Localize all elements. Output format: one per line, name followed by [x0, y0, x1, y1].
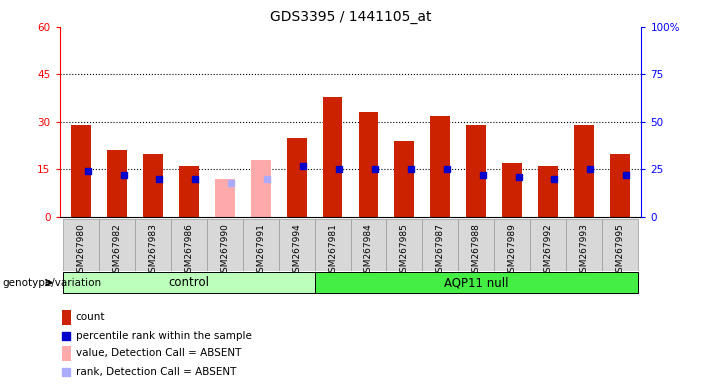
Bar: [99, 219, 135, 271]
Bar: [279, 219, 315, 271]
Text: GDS3395 / 1441105_at: GDS3395 / 1441105_at: [270, 10, 431, 23]
Text: GSM267993: GSM267993: [580, 223, 588, 278]
Text: percentile rank within the sample: percentile rank within the sample: [76, 331, 252, 341]
Bar: [386, 219, 422, 271]
Bar: [72, 125, 91, 217]
Text: GSM267980: GSM267980: [76, 223, 86, 278]
Bar: [458, 219, 494, 271]
Bar: [538, 166, 558, 217]
Text: count: count: [76, 312, 105, 322]
Bar: [179, 166, 199, 217]
Bar: [494, 219, 530, 271]
Bar: [322, 97, 342, 217]
Bar: [62, 310, 71, 325]
Text: GSM267990: GSM267990: [220, 223, 229, 278]
Bar: [251, 160, 271, 217]
Bar: [63, 272, 315, 293]
Text: GSM267989: GSM267989: [508, 223, 517, 278]
Text: AQP11 null: AQP11 null: [444, 276, 508, 289]
Text: GSM267991: GSM267991: [256, 223, 265, 278]
Text: GSM267981: GSM267981: [328, 223, 337, 278]
Text: GSM267985: GSM267985: [400, 223, 409, 278]
Bar: [602, 219, 638, 271]
Text: value, Detection Call = ABSENT: value, Detection Call = ABSENT: [76, 348, 241, 358]
Text: control: control: [168, 276, 210, 289]
Text: GSM267992: GSM267992: [543, 223, 552, 278]
Bar: [315, 272, 638, 293]
Text: GSM267988: GSM267988: [472, 223, 481, 278]
Text: GSM267986: GSM267986: [184, 223, 193, 278]
Bar: [530, 219, 566, 271]
Bar: [359, 113, 379, 217]
Bar: [350, 219, 386, 271]
Bar: [207, 219, 243, 271]
Bar: [574, 125, 594, 217]
Bar: [215, 179, 235, 217]
Bar: [243, 219, 279, 271]
Bar: [610, 154, 629, 217]
Bar: [135, 219, 171, 271]
Bar: [287, 138, 306, 217]
Bar: [63, 219, 99, 271]
Text: GSM267984: GSM267984: [364, 223, 373, 278]
Text: rank, Detection Call = ABSENT: rank, Detection Call = ABSENT: [76, 367, 236, 377]
Bar: [566, 219, 602, 271]
Bar: [395, 141, 414, 217]
Bar: [466, 125, 486, 217]
Bar: [430, 116, 450, 217]
Text: GSM267994: GSM267994: [292, 223, 301, 278]
Bar: [502, 163, 522, 217]
Bar: [143, 154, 163, 217]
Text: GSM267983: GSM267983: [149, 223, 158, 278]
Text: genotype/variation: genotype/variation: [2, 278, 101, 288]
Text: GSM267982: GSM267982: [113, 223, 121, 278]
Bar: [62, 346, 71, 361]
Bar: [422, 219, 458, 271]
Text: GSM267987: GSM267987: [436, 223, 445, 278]
Text: GSM267995: GSM267995: [615, 223, 625, 278]
Bar: [315, 219, 350, 271]
Bar: [171, 219, 207, 271]
Bar: [107, 151, 127, 217]
